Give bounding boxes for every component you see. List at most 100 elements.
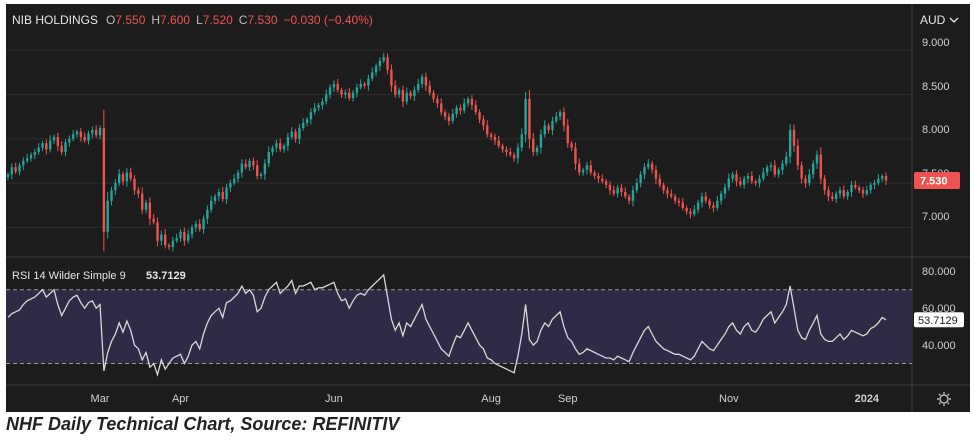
candle-body — [420, 76, 424, 84]
candle-body — [328, 87, 332, 95]
candle-body — [10, 167, 14, 175]
candle-body — [754, 181, 757, 184]
candle-body — [685, 207, 688, 212]
candle-body — [252, 160, 255, 166]
candle-body — [340, 90, 343, 95]
candle-body — [597, 176, 600, 179]
candle-body — [516, 147, 520, 159]
candle-body — [555, 116, 558, 122]
candle-body — [562, 112, 566, 126]
candle-body — [873, 183, 876, 185]
candle-body — [325, 94, 328, 102]
candle-body — [493, 137, 497, 141]
candle-body — [723, 187, 727, 194]
currency-selector[interactable]: AUD — [920, 13, 959, 27]
candle-body — [344, 92, 347, 95]
candle-body — [217, 191, 221, 197]
price-grid — [6, 49, 912, 228]
candle-body — [570, 143, 573, 148]
candle-body — [455, 107, 458, 114]
high-value: 7.600 — [160, 13, 190, 27]
candle-body — [708, 200, 711, 206]
candle-body — [194, 223, 198, 228]
candle-body — [842, 190, 846, 197]
candle-body — [884, 176, 888, 181]
candle-body — [244, 163, 247, 168]
candle-body — [589, 165, 592, 173]
candle-body — [601, 178, 604, 182]
candle-body — [654, 169, 658, 179]
candle-body — [777, 169, 780, 175]
candle-body — [681, 202, 684, 208]
candle-body — [819, 154, 823, 179]
low-value: 7.520 — [203, 13, 233, 27]
candle-body — [639, 174, 642, 184]
candle-body — [880, 176, 884, 179]
candle-body — [305, 119, 309, 123]
candle-body — [781, 163, 784, 170]
candle-body — [229, 183, 232, 188]
candle-body — [263, 163, 267, 175]
candle-body — [18, 165, 21, 172]
figure-caption: NHF Daily Technical Chart, Source: REFIN… — [6, 414, 400, 434]
candle-body — [409, 92, 412, 97]
candle-body — [612, 190, 615, 194]
candle-body — [275, 143, 278, 148]
rsi-title[interactable]: RSI 14 Wilder Simple 9 — [12, 270, 126, 282]
candle-body — [397, 90, 401, 95]
candle-body — [624, 191, 627, 197]
candle-body — [332, 83, 336, 88]
candle-body — [765, 167, 769, 173]
candle-body — [367, 78, 370, 86]
candle-body — [424, 76, 428, 86]
open-label: O — [106, 13, 115, 27]
chevron-down-icon[interactable] — [949, 17, 959, 23]
candle-body — [256, 165, 259, 177]
candle-body — [183, 231, 186, 241]
candle-body — [815, 154, 819, 164]
candle-body — [838, 190, 842, 194]
candle-body — [670, 193, 673, 197]
candle-body — [861, 190, 865, 194]
time-axis[interactable]: Mar Apr Jun Aug Sep Nov 2024 — [91, 393, 880, 405]
candle-body — [141, 193, 144, 210]
candle-body — [850, 184, 853, 192]
currency-label[interactable]: AUD — [920, 13, 946, 27]
candle-body — [800, 165, 803, 179]
candle-body — [689, 211, 692, 215]
candle-body — [321, 101, 324, 106]
price-tick-label: 7.000 — [922, 211, 950, 223]
candle-body — [524, 98, 527, 135]
candle-body — [604, 181, 608, 185]
candle-body — [378, 60, 382, 67]
candle-body — [233, 178, 236, 184]
price-tick-label: 9.000 — [922, 37, 950, 49]
candle-body — [877, 178, 880, 184]
candle-body — [110, 190, 113, 201]
candle-body — [144, 202, 148, 210]
rsi-line — [7, 273, 887, 377]
candle-body — [788, 129, 792, 157]
symbol-label[interactable]: NIB HOLDINGS — [12, 13, 98, 27]
price-axis[interactable]: 9.000 8.500 8.000 7.500 7.000 — [922, 37, 950, 223]
candle-body — [512, 154, 516, 159]
candle-body — [558, 112, 562, 117]
chart-svg[interactable]: NIB HOLDINGS O7.550 H7.600 L7.520 C7.530 −0.… — [6, 4, 970, 412]
candle-body — [98, 128, 102, 136]
candle-body — [677, 200, 681, 203]
last-price-value: 7.530 — [920, 175, 948, 187]
candle-body — [627, 196, 631, 201]
candle-body — [87, 133, 90, 141]
candle-body — [662, 184, 665, 191]
candle-body — [716, 200, 719, 208]
candle-body — [6, 174, 10, 177]
close-value: 7.530 — [247, 13, 277, 27]
candle-body — [267, 152, 270, 164]
candle-body — [869, 184, 872, 191]
candle-body — [432, 92, 435, 99]
gear-icon[interactable] — [937, 392, 951, 406]
candle-body — [355, 87, 359, 93]
candle-body — [773, 165, 777, 175]
candle-body — [156, 222, 159, 241]
